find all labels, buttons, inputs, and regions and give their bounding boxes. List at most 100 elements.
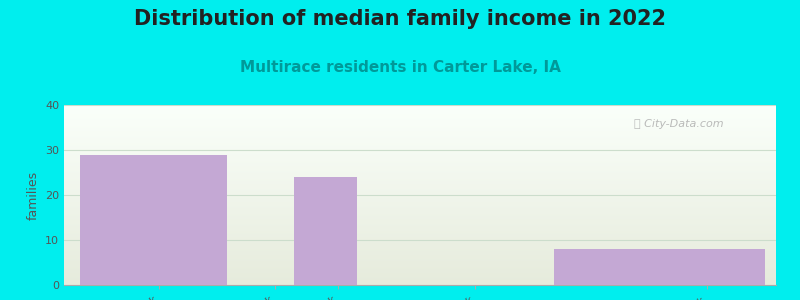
Bar [0, 113, 800, 114]
Bar [0, 110, 800, 111]
Bar [0, 164, 800, 165]
Bar [0, 271, 800, 272]
Bar [0, 194, 800, 195]
Bar [554, 249, 766, 285]
Bar [0, 277, 800, 278]
Bar [0, 270, 800, 271]
Bar [0, 174, 800, 175]
Bar [0, 246, 800, 247]
Bar [0, 274, 800, 275]
Bar [80, 154, 227, 285]
Bar [0, 262, 800, 263]
Bar [0, 123, 800, 124]
Bar [0, 210, 800, 211]
Bar [0, 256, 800, 257]
Bar [0, 193, 800, 194]
Bar [0, 201, 800, 202]
Bar [0, 111, 800, 112]
Bar [0, 260, 800, 261]
Bar [0, 214, 800, 215]
Bar [0, 184, 800, 185]
Bar [0, 133, 800, 134]
Bar [0, 229, 800, 230]
Bar [0, 243, 800, 244]
Bar [0, 187, 800, 188]
Bar [0, 122, 800, 123]
Bar [0, 117, 800, 118]
Bar [0, 160, 800, 161]
Bar [0, 126, 800, 127]
Bar [0, 114, 800, 115]
Text: Ⓢ City-Data.com: Ⓢ City-Data.com [634, 119, 723, 129]
Bar [0, 162, 800, 163]
Bar [0, 107, 800, 108]
Bar [0, 265, 800, 266]
Y-axis label: families: families [26, 170, 39, 220]
Bar [0, 148, 800, 149]
Bar [0, 149, 800, 150]
Bar [0, 138, 800, 139]
Bar [0, 137, 800, 138]
Bar [0, 206, 800, 207]
Bar [0, 203, 800, 204]
Bar [0, 145, 800, 146]
Bar [0, 143, 800, 144]
Bar [0, 125, 800, 126]
Bar [0, 152, 800, 153]
Bar [0, 217, 800, 218]
Bar [0, 156, 800, 157]
Bar [0, 209, 800, 210]
Bar [0, 118, 800, 119]
Bar [0, 249, 800, 250]
Bar [0, 200, 800, 201]
Bar [0, 237, 800, 238]
Bar [0, 224, 800, 225]
Bar [0, 238, 800, 239]
Bar [0, 266, 800, 267]
Bar [0, 159, 800, 160]
Bar [0, 105, 800, 106]
Bar [0, 132, 800, 133]
Bar [0, 163, 800, 164]
Bar [0, 155, 800, 156]
Bar [0, 259, 800, 260]
Bar [0, 264, 800, 265]
Bar [0, 136, 800, 137]
Bar [0, 141, 800, 142]
Bar [0, 275, 800, 276]
Bar [0, 261, 800, 262]
Bar [0, 282, 800, 283]
Bar [0, 198, 800, 199]
Bar [0, 178, 800, 179]
Bar [0, 239, 800, 240]
Bar [0, 247, 800, 248]
Bar [0, 233, 800, 234]
Bar [0, 213, 800, 214]
Bar [0, 223, 800, 224]
Bar [0, 154, 800, 155]
Bar [0, 251, 800, 252]
Bar [0, 167, 800, 168]
Text: Multirace residents in Carter Lake, IA: Multirace residents in Carter Lake, IA [239, 60, 561, 75]
Bar [0, 112, 800, 113]
Bar [0, 225, 800, 226]
Bar [0, 250, 800, 251]
Bar [0, 231, 800, 232]
Bar [0, 211, 800, 212]
Bar [0, 253, 800, 254]
Bar [0, 241, 800, 242]
Bar [0, 189, 800, 190]
Bar [0, 192, 800, 193]
Bar [0, 248, 800, 249]
Bar [0, 147, 800, 148]
Bar [0, 176, 800, 177]
Bar [0, 283, 800, 284]
Bar [0, 205, 800, 206]
Bar [0, 195, 800, 196]
Bar [0, 161, 800, 162]
Bar [0, 157, 800, 158]
Bar [0, 169, 800, 170]
Bar [0, 144, 800, 145]
Bar [0, 232, 800, 233]
Bar [0, 240, 800, 241]
